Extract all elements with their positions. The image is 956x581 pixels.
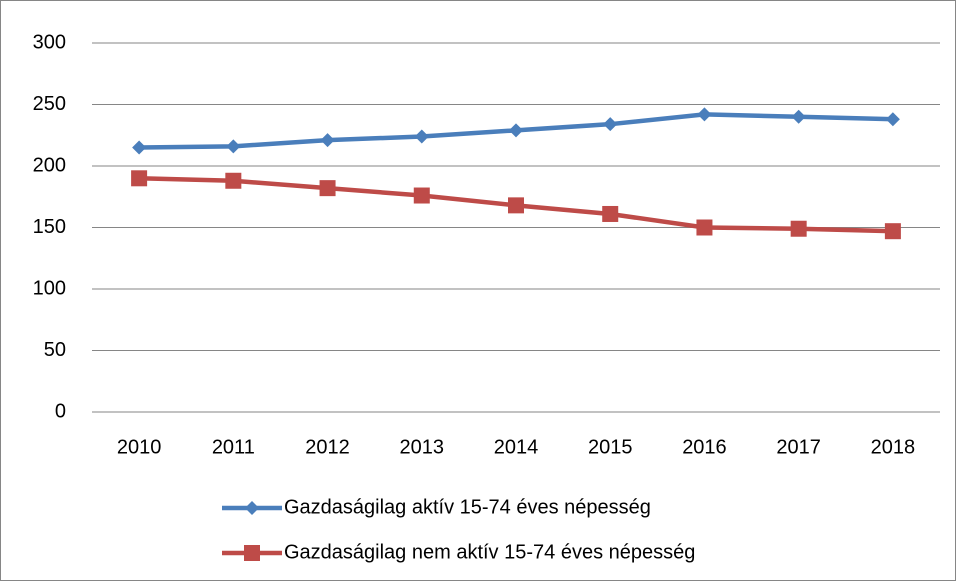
marker <box>413 187 430 204</box>
marker <box>602 205 619 222</box>
marker <box>885 112 900 127</box>
marker <box>319 180 336 197</box>
marker <box>244 545 260 561</box>
y-tick-label: 0 <box>55 400 66 422</box>
x-tick-label: 2013 <box>400 436 445 458</box>
y-tick-label: 50 <box>44 339 66 361</box>
marker <box>226 139 241 154</box>
x-tick-label: 2014 <box>494 436 539 458</box>
marker <box>508 197 524 214</box>
marker <box>884 223 901 240</box>
marker <box>697 107 712 122</box>
marker <box>132 140 147 155</box>
marker <box>509 123 523 138</box>
y-tick-label: 300 <box>33 31 66 53</box>
x-tick-label: 2010 <box>117 436 162 458</box>
x-tick-label: 2017 <box>776 436 821 458</box>
x-tick-label: 2018 <box>871 436 916 458</box>
marker <box>696 219 713 236</box>
x-tick-label: 2011 <box>212 436 255 458</box>
legend-label: Gazdaságilag nem aktív 15-74 éves népess… <box>284 541 695 563</box>
y-tick-label: 100 <box>33 277 66 299</box>
marker <box>320 133 335 148</box>
marker <box>131 170 148 187</box>
marker <box>225 172 242 189</box>
marker <box>790 220 807 237</box>
y-tick-label: 150 <box>33 216 66 238</box>
legend-label: Gazdaságilag aktív 15-74 éves népesség <box>284 496 651 518</box>
y-tick-label: 200 <box>33 154 66 176</box>
marker <box>603 117 618 132</box>
marker <box>414 129 429 144</box>
x-tick-label: 2015 <box>588 436 633 458</box>
x-tick-label: 2016 <box>682 436 727 458</box>
marker <box>245 501 259 515</box>
y-tick-label: 250 <box>33 93 66 115</box>
marker <box>791 109 806 124</box>
x-tick-label: 2012 <box>305 436 350 458</box>
